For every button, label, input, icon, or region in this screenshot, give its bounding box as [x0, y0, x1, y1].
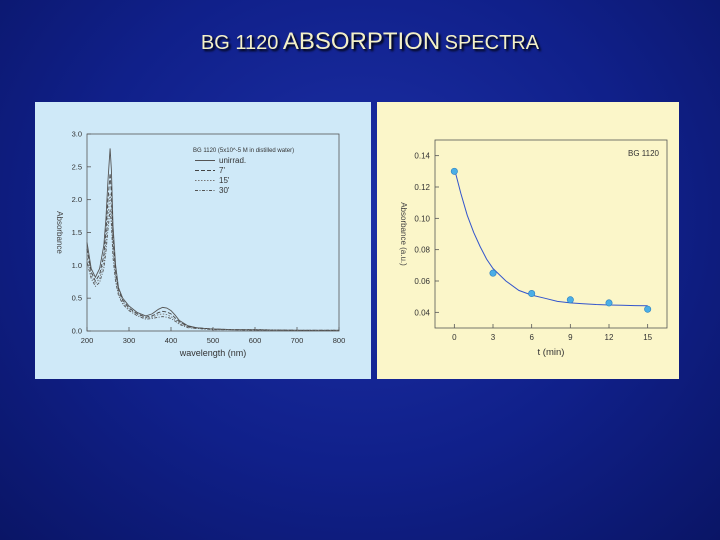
plot-frame — [434, 139, 668, 329]
legend-label-1: 7' — [219, 166, 225, 175]
x-tick-label-1: 3 — [491, 333, 496, 342]
x-tick-label-5: 700 — [291, 336, 304, 345]
x-tick-label-0: 200 — [81, 336, 94, 345]
spectrum-line-1 — [86, 173, 339, 331]
y-tick-label-3: 1.5 — [72, 228, 82, 237]
x-tick-label-5: 15 — [643, 333, 652, 342]
y-tick-label-0: 0.0 — [72, 327, 82, 336]
y-tick-label-3: 0.10 — [414, 214, 430, 223]
x-tick-label-0: 0 — [452, 333, 457, 342]
y-tick-label-1: 0.5 — [72, 294, 82, 303]
y-tick-label-6: 3.0 — [72, 130, 82, 139]
absorption-spectrum-panel: 200 300 400 500 600 700 800 0.0 0.5 1.0 1.5 2.0 2.5 3… — [35, 102, 371, 379]
y-tick-label-5: 0.14 — [414, 152, 430, 161]
y-tick-label-5: 2.5 — [72, 162, 82, 171]
spectrum-line-3 — [86, 209, 339, 331]
chart-title: BG 1120 — [628, 149, 660, 158]
data-point-0 — [450, 167, 458, 175]
y-tick-label-2: 1.0 — [72, 261, 82, 270]
x-tick-label-6: 800 — [333, 336, 346, 345]
legend-label-2: 15' — [219, 176, 230, 185]
title-part-2: ABSORPTION — [282, 28, 441, 55]
y-axis-label: Absorbance (a.u.) — [399, 202, 408, 266]
x-tick-label-1: 300 — [123, 336, 136, 345]
data-point-5 — [644, 305, 652, 313]
absorption-spectrum-chart: 200 300 400 500 600 700 800 0.0 0.5 1.0 1.5 2.0 2.5 3… — [55, 130, 346, 359]
x-tick-label-2: 400 — [165, 336, 178, 345]
spectrum-line-2 — [86, 193, 339, 331]
absorbance-decay-chart: 0 3 6 9 12 15 0.04 0.06 0.08 0.10 0.12 0.14 t (min) A… — [399, 139, 668, 358]
slide-title: BG 1120 ABSORPTION SPECTRA — [0, 28, 720, 56]
x-axis-label: t (min) — [538, 347, 565, 358]
y-tick-label-4: 2.0 — [72, 195, 82, 204]
legend-label-0: unirrad. — [219, 156, 246, 165]
x-tick-label-3: 500 — [207, 336, 220, 345]
x-axis-label: wavelength (nm) — [179, 348, 247, 358]
y-tick-label-4: 0.12 — [414, 183, 430, 192]
data-point-3 — [566, 296, 574, 304]
x-tick-label-2: 6 — [529, 333, 534, 342]
fit-curve — [453, 168, 648, 307]
x-tick-label-4: 12 — [605, 333, 614, 342]
title-part-1: BG 1120 — [200, 32, 279, 54]
y-tick-label-2: 0.08 — [414, 246, 430, 255]
data-point-1 — [489, 269, 497, 277]
legend-label-3: 30' — [219, 186, 230, 195]
y-axis-label: Absorbance — [55, 211, 64, 254]
x-tick-label-4: 600 — [249, 336, 262, 345]
x-tick-label-3: 9 — [568, 333, 573, 342]
y-tick-label-0: 0.04 — [414, 308, 430, 317]
legend-title: BG 1120 (5x10^-5 M in distilled water) — [193, 148, 294, 154]
data-point-2 — [528, 290, 536, 298]
spectrum-line-0 — [86, 148, 339, 331]
title-part-3: SPECTRA — [444, 32, 540, 54]
y-tick-label-1: 0.06 — [414, 277, 430, 286]
absorbance-decay-panel: 0 3 6 9 12 15 0.04 0.06 0.08 0.10 0.12 0.14 t (min) A… — [377, 102, 679, 379]
data-point-4 — [605, 299, 613, 307]
